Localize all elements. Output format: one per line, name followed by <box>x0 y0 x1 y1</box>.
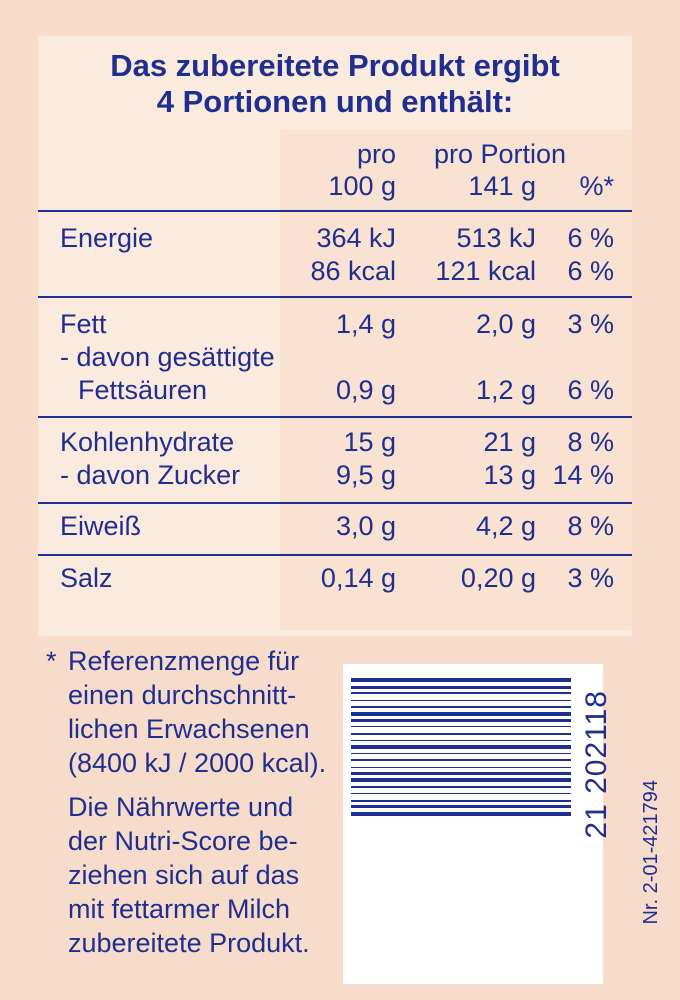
col-per100-amount: 100 g <box>328 171 396 201</box>
label-energie: Energie <box>60 223 154 253</box>
footnote-reference: Referenzmenge für einen durchschnitt- li… <box>46 644 346 780</box>
nutrition-header: Das zubereitete Produkt ergibt 4 Portion… <box>38 48 632 120</box>
footnote-note-line: zubereitete Produkt. <box>68 928 310 958</box>
footnote-note-line: mit fettarmer Milch <box>68 894 291 924</box>
fettsaeuren-100: 0,9 g <box>335 375 396 405</box>
energie-kj-portion: 513 kJ <box>456 223 536 253</box>
col-percent-label: %* <box>579 171 614 201</box>
barcode-bar <box>351 800 571 802</box>
kohlenhydrate-pct: 8 % <box>567 427 614 457</box>
barcode-bar <box>351 753 571 754</box>
energie-kcal-portion: 121 kcal <box>435 256 536 286</box>
col-portion-label: pro Portion <box>434 139 567 169</box>
kohlenhydrate-100: 15 g <box>343 427 396 457</box>
salz-pct: 3 % <box>567 563 614 593</box>
footnote-star: * <box>46 646 57 676</box>
fett-100: 1,4 g <box>335 309 396 339</box>
barcode-bar <box>351 805 571 808</box>
barcode-bar <box>351 793 571 794</box>
barcode-bar <box>351 786 571 788</box>
salz-100: 0,14 g <box>320 563 396 593</box>
barcode-bar <box>351 733 571 735</box>
col-portion-amount: 141 g <box>468 171 536 201</box>
column-header-row: pro 100 g pro Portion 141 g %* <box>38 134 632 210</box>
label-gesaettigte: - davon gesättigte <box>60 342 275 372</box>
energie-kj-100: 364 kJ <box>316 223 396 253</box>
fettsaeuren-portion: 1,2 g <box>475 375 536 405</box>
label-kohlenhydrate: Kohlenhydrate <box>60 427 235 457</box>
label-salz: Salz <box>60 563 113 593</box>
footnote-note-line: der Nutri-Score be- <box>68 826 298 856</box>
energie-kj-pct: 6 % <box>567 223 614 253</box>
zucker-portion: 13 g <box>483 460 536 490</box>
footnote: * Referenzmenge für einen durchschnitt- … <box>46 644 346 960</box>
header-line-1: Das zubereitete Produkt ergibt <box>110 48 560 83</box>
barcode-bar <box>351 706 571 708</box>
barcode-bar <box>351 700 571 701</box>
eiweiss-pct: 8 % <box>567 511 614 541</box>
kohlenhydrate-portion: 21 g <box>483 427 536 457</box>
zucker-100: 9,5 g <box>335 460 396 490</box>
eiweiss-100: 3,0 g <box>335 511 396 541</box>
barcode-bar <box>351 745 571 749</box>
header-line-2: 4 Portionen und enthält: <box>156 84 514 119</box>
footnote-note-line: Die Nährwerte und <box>68 792 294 822</box>
row-eiweiss: Eiweiß 3,0 g 4,2 g 8 % <box>38 502 632 554</box>
panel-shading <box>280 130 632 630</box>
footnote-ref-line: einen durchschnitt- <box>68 680 297 710</box>
barcode-bar <box>351 686 571 689</box>
row-energie: Energie 364 kJ 513 kJ 6 % 86 kcal 121 kc… <box>38 210 632 296</box>
barcode-bar <box>351 772 571 775</box>
fett-portion: 2,0 g <box>475 309 536 339</box>
eiweiss-portion: 4,2 g <box>475 511 536 541</box>
fettsaeuren-pct: 6 % <box>567 375 614 405</box>
barcode-bar <box>351 692 571 694</box>
label-eiweiss: Eiweiß <box>60 511 142 541</box>
barcode-bar <box>351 678 571 682</box>
salz-portion: 0,20 g <box>460 563 536 593</box>
row-kohlenhydrate: Kohlenhydrate 15 g 21 g 8 % - davon Zuck… <box>38 416 632 502</box>
barcode-bar <box>351 767 571 768</box>
energie-kcal-100: 86 kcal <box>310 256 396 286</box>
footnote-ref-line: Referenzmenge für <box>68 646 300 676</box>
barcode-bar <box>351 759 571 761</box>
row-fett: Fett 1,4 g 2,0 g 3 % - davon gesättigte … <box>38 296 632 416</box>
label-fett: Fett <box>60 309 107 339</box>
barcode-bar <box>351 726 571 727</box>
barcode-bar <box>351 712 571 716</box>
fett-pct: 3 % <box>567 309 614 339</box>
barcode-bar <box>351 812 571 816</box>
footnote-ref-line: lichen Erwachsenen <box>68 714 310 744</box>
footnote-ref-line: (8400 kJ / 2000 kcal). <box>68 748 327 778</box>
barcode-bar <box>351 740 571 741</box>
barcode-bar <box>351 719 571 722</box>
footnote-note: Die Nährwerte und der Nutri-Score be- zi… <box>46 790 346 960</box>
label-zucker: - davon Zucker <box>60 460 241 490</box>
barcode-bar <box>351 778 571 782</box>
row-salz: Salz 0,14 g 0,20 g 3 % <box>38 554 632 606</box>
zucker-pct: 14 % <box>552 460 614 490</box>
footnote-note-line: ziehen sich auf das <box>68 860 300 890</box>
barcode <box>343 664 603 984</box>
label-fettsaeuren: Fettsäuren <box>78 375 208 405</box>
energie-kcal-pct: 6 % <box>567 256 614 286</box>
barcode-bars <box>351 678 571 816</box>
article-number: Nr. 2-01-421794 <box>640 780 662 925</box>
nutrition-table: pro 100 g pro Portion 141 g %* Energie 3… <box>38 134 632 606</box>
barcode-number: 21 202118 <box>580 690 613 839</box>
col-per100-label: pro <box>356 139 396 169</box>
